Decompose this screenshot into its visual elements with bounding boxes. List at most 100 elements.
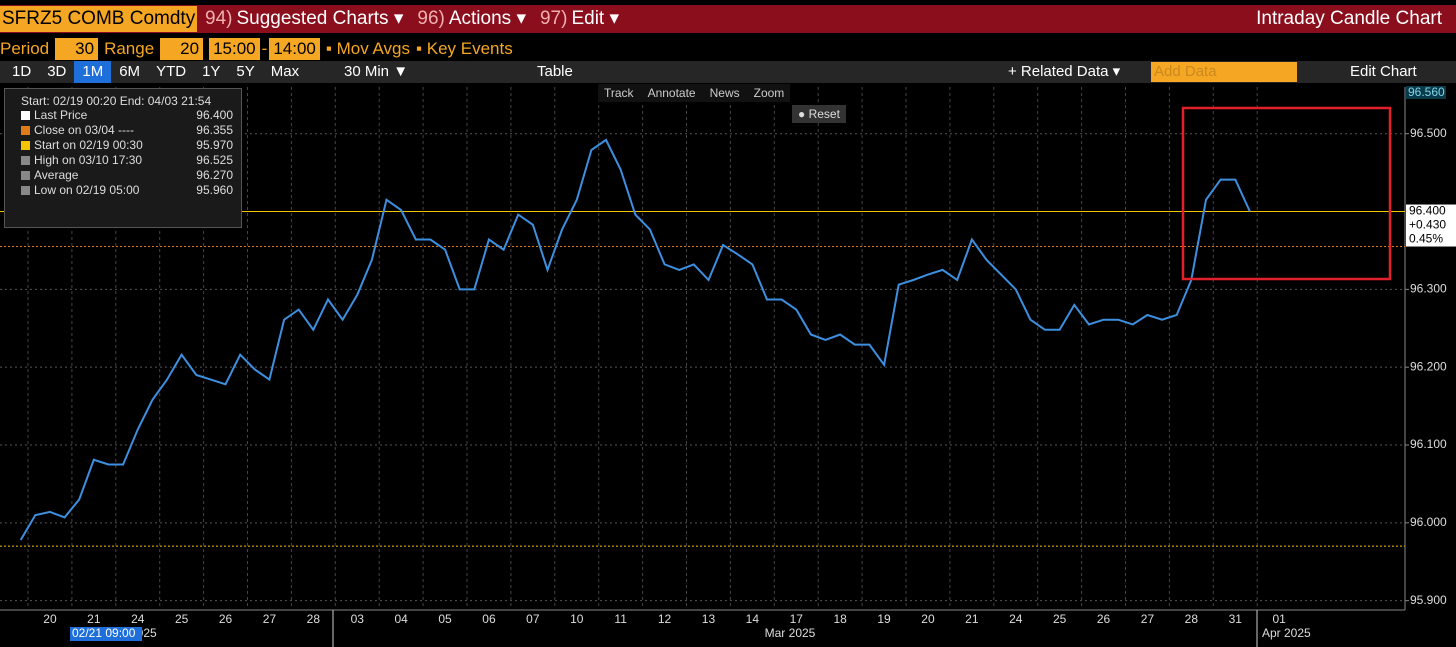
range-button[interactable]: Max: [270, 63, 300, 80]
x-tick-label: 01: [1272, 612, 1286, 626]
month-label: Apr 2025: [1262, 626, 1311, 640]
menu-item[interactable]: 97) Edit ▾: [540, 6, 619, 32]
input[interactable]: 15:00: [209, 38, 260, 60]
legend-label: Low on 02/19 05:00: [34, 183, 140, 197]
input[interactable]: 20: [160, 38, 204, 60]
tool-button[interactable]: Annotate: [647, 86, 696, 100]
x-tick-label: 20: [921, 612, 935, 626]
legend-label: Start on 02/19 00:30: [34, 138, 143, 152]
interval[interactable]: 30 Min ▼: [344, 63, 409, 80]
x-tick-label: 10: [570, 612, 584, 626]
range-button[interactable]: 1D: [12, 63, 32, 80]
x-tick-label: 25: [1053, 612, 1067, 626]
legend-label: High on 03/10 17:30: [34, 153, 143, 167]
legend-swatch: [21, 141, 30, 150]
legend: Start: 02/19 00:20 End: 04/03 21:54 Last…: [4, 88, 242, 228]
menu-item[interactable]: 94) Suggested Charts ▾: [205, 6, 403, 32]
legend-range: Start: 02/19 00:20 End: 04/03 21:54: [21, 94, 212, 108]
legend-swatch: [21, 126, 30, 135]
legend-value: 96.400: [196, 108, 233, 122]
menu-item[interactable]: 96) Actions ▾: [417, 6, 526, 32]
range-button[interactable]: 1M: [74, 61, 112, 83]
legend-swatch: [21, 186, 30, 195]
range-button[interactable]: YTD: [156, 63, 187, 80]
y-tick-label: 95.900: [1410, 593, 1447, 607]
x-tick-label: 27: [1141, 612, 1155, 626]
x-tick-label: 13: [702, 612, 716, 626]
top-label-box: [1406, 86, 1446, 99]
legend-row: Average 96.270: [5, 168, 241, 183]
y-tick-label: 96.500: [1410, 126, 1447, 140]
legend-label: Average: [34, 168, 79, 182]
x-tick-label: 14: [746, 612, 760, 626]
legend-value: 96.355: [196, 123, 233, 137]
range-button[interactable]: 1Y: [202, 63, 221, 80]
checkbox[interactable]: ▪ Key Events: [416, 39, 513, 58]
range-buttons: 1D 3D 1M 6M YTD 1Y 5Y Max: [4, 61, 307, 83]
legend-row: Start on 02/19 00:30 95.970: [5, 138, 241, 153]
month-label: Mar 2025: [765, 626, 816, 640]
label: Period: [0, 39, 50, 58]
cursor-label: 02/21 09:00: [72, 626, 136, 640]
legend-row: High on 03/10 17:30 96.525: [5, 153, 241, 168]
legend-label: Close on 03/04 ----: [34, 123, 135, 137]
x-tick-label: 17: [790, 612, 804, 626]
legend-row: Low on 02/19 05:00 95.960: [5, 183, 241, 198]
x-tick-label: 25: [175, 612, 189, 626]
x-tick-label: 31: [1229, 612, 1243, 626]
x-tick-label: 06: [482, 612, 496, 626]
range-button[interactable]: 6M: [119, 63, 141, 80]
x-tick-label: 12: [658, 612, 672, 626]
top-label: 96.560: [1408, 85, 1445, 99]
menu-number: 96): [417, 8, 445, 29]
label: Range: [104, 39, 155, 58]
legend-row: Last Price 96.400: [5, 108, 241, 123]
tool-button[interactable]: News: [709, 86, 740, 100]
x-tick-label: 04: [394, 612, 408, 626]
y-tick-label: 96.300: [1410, 282, 1447, 296]
x-tick-label: 24: [131, 612, 145, 626]
x-tick-label: 21: [965, 612, 979, 626]
menu-label: Edit ▾: [571, 8, 620, 29]
input[interactable]: 14:00: [269, 38, 320, 60]
y-tick-label: 96.100: [1410, 437, 1447, 451]
x-tick-label: 18: [833, 612, 847, 626]
last-label: 96.400: [1409, 204, 1446, 218]
legend-swatch: [21, 156, 30, 165]
input[interactable]: 30: [55, 38, 99, 60]
label: -: [261, 39, 268, 58]
x-tick-label: 07: [526, 612, 540, 626]
menu-label: Actions ▾: [448, 8, 526, 29]
menu-label: Suggested Charts ▾: [236, 8, 404, 29]
x-tick-label: 03: [351, 612, 365, 626]
ticker[interactable]: SFRZ5 COMB Comdty: [0, 6, 198, 32]
edit-chart[interactable]: Edit Chart: [1350, 63, 1417, 80]
table-button[interactable]: Table: [537, 63, 573, 80]
change-label: +0.430: [1409, 218, 1446, 232]
last-label-box: [1406, 204, 1456, 247]
x-tick-label: 19: [877, 612, 891, 626]
checkbox[interactable]: ▪ Mov Avgs: [325, 39, 410, 58]
range-button[interactable]: 5Y: [236, 63, 255, 80]
legend-value: 95.970: [196, 138, 233, 152]
cursor-box: [70, 627, 142, 641]
label: Key Events: [426, 39, 513, 58]
x-tick-label: 24: [1009, 612, 1023, 626]
add-data-input[interactable]: Add Data: [1151, 62, 1297, 82]
x-tick-label: 26: [1097, 612, 1111, 626]
chart-tools: Track Annotate News Zoom: [598, 84, 791, 102]
menu-number: 94): [205, 8, 233, 29]
range-button[interactable]: 3D: [47, 63, 67, 80]
reset-button[interactable]: ● Reset: [792, 105, 846, 123]
toolbar: [0, 61, 1456, 83]
tool-button[interactable]: Track: [604, 86, 634, 100]
x-tick-label: 05: [438, 612, 452, 626]
related-data[interactable]: + Related Data ▾: [1008, 63, 1121, 80]
tool-button[interactable]: Zoom: [753, 86, 785, 100]
window-title: Intraday Candle Chart: [1256, 8, 1442, 29]
legend-swatch: [21, 171, 30, 180]
legend-value: 96.525: [196, 153, 233, 167]
legend-swatch: [21, 111, 30, 120]
menu-number: 97): [539, 8, 568, 29]
